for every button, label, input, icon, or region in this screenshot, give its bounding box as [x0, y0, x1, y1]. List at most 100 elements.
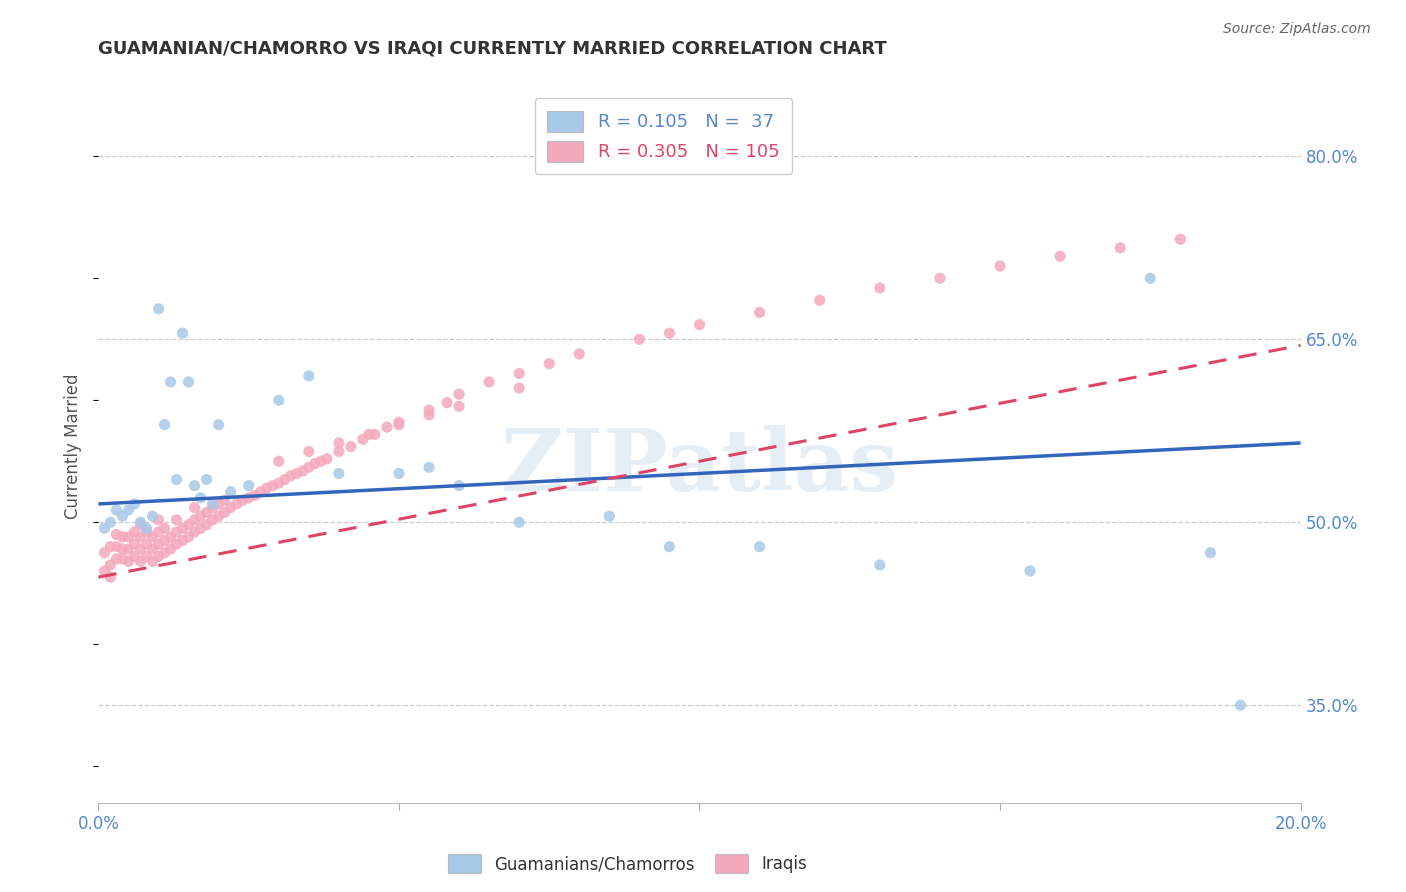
Point: [214, 506, 236, 520]
Point: [141, 530, 163, 544]
Point: [124, 549, 146, 564]
Point: [508, 515, 530, 529]
Point: [129, 515, 152, 529]
Point: [148, 537, 170, 551]
Point: [117, 542, 139, 557]
Point: [208, 497, 231, 511]
Point: [298, 368, 321, 383]
Point: [508, 381, 530, 395]
Point: [105, 527, 128, 541]
Point: [243, 488, 266, 502]
Point: [598, 509, 620, 524]
Point: [195, 517, 218, 532]
Point: [153, 546, 176, 560]
Point: [214, 493, 236, 508]
Point: [538, 357, 561, 371]
Point: [124, 537, 146, 551]
Point: [135, 549, 157, 564]
Point: [148, 301, 170, 316]
Point: [1139, 271, 1161, 285]
Point: [328, 467, 350, 481]
Point: [328, 436, 350, 450]
Point: [748, 540, 770, 554]
Point: [418, 460, 440, 475]
Point: [166, 473, 188, 487]
Point: [309, 454, 332, 468]
Point: [129, 517, 152, 532]
Point: [172, 326, 194, 341]
Point: [267, 393, 290, 408]
Point: [166, 513, 188, 527]
Point: [315, 451, 337, 466]
Point: [183, 513, 205, 527]
Point: [285, 467, 308, 481]
Point: [658, 540, 681, 554]
Point: [357, 427, 380, 442]
Point: [166, 524, 188, 539]
Point: [508, 367, 530, 381]
Point: [280, 469, 302, 483]
Point: [568, 347, 591, 361]
Point: [1199, 546, 1222, 560]
Point: [256, 481, 278, 495]
Point: [447, 400, 470, 414]
Point: [238, 491, 260, 505]
Point: [201, 500, 224, 515]
Point: [153, 533, 176, 548]
Point: [238, 478, 260, 492]
Point: [869, 558, 891, 572]
Point: [100, 558, 122, 572]
Point: [1229, 698, 1251, 713]
Point: [869, 281, 891, 295]
Point: [183, 500, 205, 515]
Point: [267, 454, 290, 468]
Point: [190, 509, 212, 524]
Point: [172, 521, 194, 535]
Point: [388, 415, 411, 429]
Point: [340, 440, 363, 454]
Point: [1049, 249, 1071, 263]
Point: [105, 551, 128, 566]
Point: [124, 524, 146, 539]
Point: [808, 293, 831, 308]
Point: [298, 444, 321, 458]
Point: [117, 554, 139, 568]
Point: [111, 530, 134, 544]
Point: [93, 546, 115, 560]
Point: [177, 517, 200, 532]
Point: [111, 542, 134, 557]
Point: [148, 549, 170, 564]
Point: [124, 497, 146, 511]
Point: [1019, 564, 1042, 578]
Point: [177, 375, 200, 389]
Point: [183, 478, 205, 492]
Text: Source: ZipAtlas.com: Source: ZipAtlas.com: [1223, 22, 1371, 37]
Point: [291, 464, 314, 478]
Point: [153, 417, 176, 432]
Point: [183, 524, 205, 539]
Point: [219, 484, 242, 499]
Point: [129, 554, 152, 568]
Point: [262, 478, 284, 492]
Point: [135, 537, 157, 551]
Y-axis label: Currently Married: Currently Married: [65, 373, 83, 519]
Point: [105, 503, 128, 517]
Point: [195, 473, 218, 487]
Point: [166, 537, 188, 551]
Point: [141, 542, 163, 557]
Point: [93, 521, 115, 535]
Point: [93, 564, 115, 578]
Point: [135, 521, 157, 535]
Point: [201, 497, 224, 511]
Point: [388, 417, 411, 432]
Point: [628, 332, 651, 346]
Point: [298, 460, 321, 475]
Point: [249, 484, 271, 499]
Point: [478, 375, 501, 389]
Point: [201, 513, 224, 527]
Point: [159, 375, 181, 389]
Point: [100, 540, 122, 554]
Point: [388, 467, 411, 481]
Point: [111, 509, 134, 524]
Point: [117, 530, 139, 544]
